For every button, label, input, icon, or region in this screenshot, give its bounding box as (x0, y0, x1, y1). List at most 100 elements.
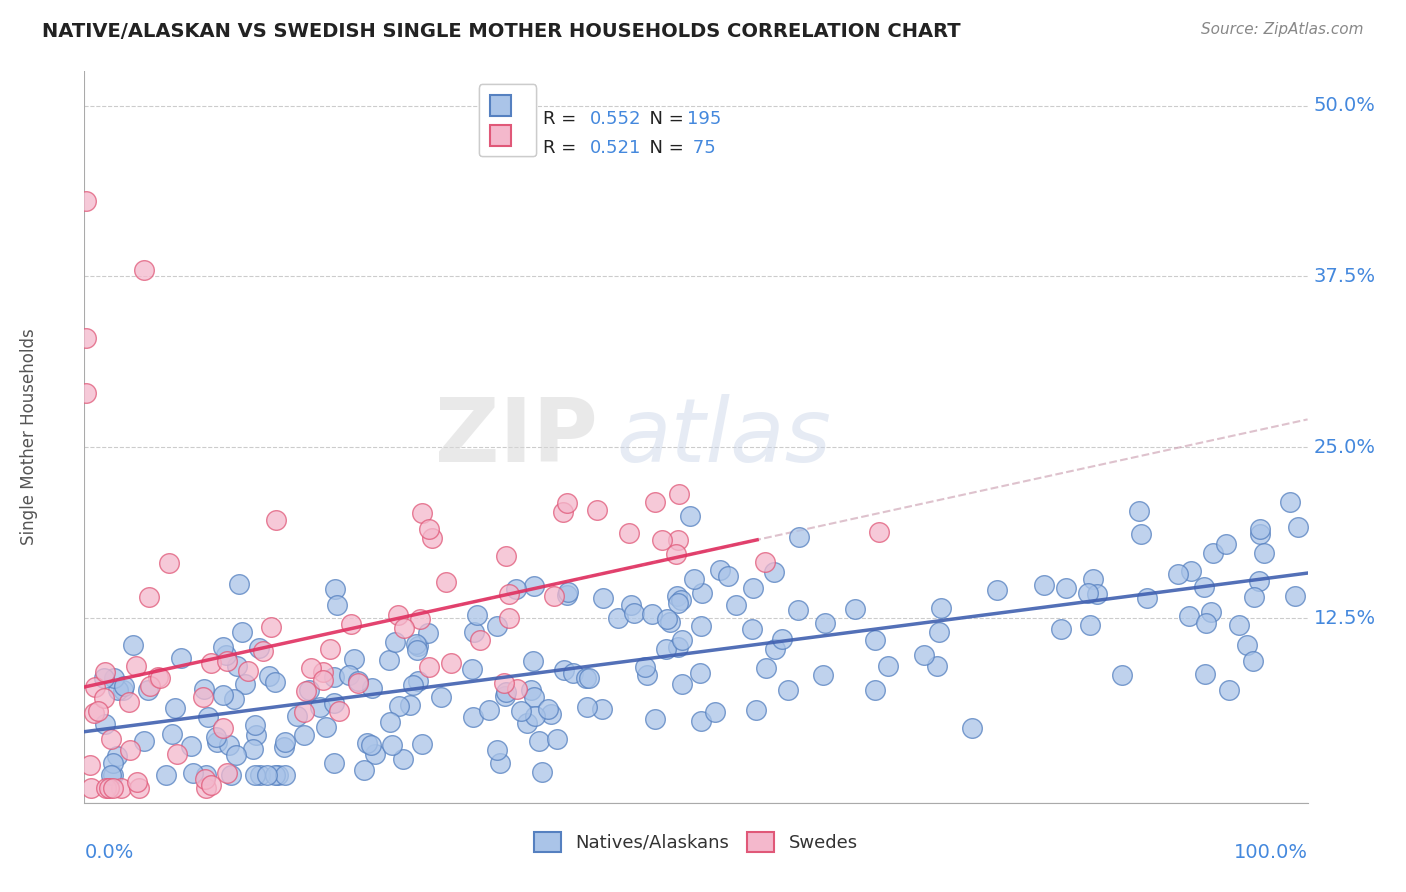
Point (689, 665, 711, 680)
Point (1050, 622, 1073, 636)
Point (553, 664, 575, 678)
Point (263, 675, 285, 690)
Point (418, 660, 440, 674)
Point (323, 670, 346, 684)
Point (522, 654, 544, 668)
Point (689, 618, 711, 632)
Point (1253, 546, 1275, 560)
Point (125, 775, 148, 789)
Point (353, 763, 375, 777)
Point (157, 556, 180, 570)
Point (107, 683, 129, 698)
Point (388, 698, 411, 713)
Point (486, 618, 509, 632)
Point (420, 531, 443, 545)
Point (1129, 526, 1152, 541)
Point (575, 671, 598, 685)
Point (439, 656, 461, 670)
Point (498, 611, 520, 625)
Point (644, 495, 666, 509)
Point (679, 508, 702, 523)
Point (418, 522, 440, 536)
Point (668, 487, 690, 501)
Point (741, 581, 763, 595)
Point (195, 780, 218, 795)
Point (312, 673, 335, 688)
Point (1078, 618, 1101, 632)
Point (465, 607, 488, 622)
Point (617, 525, 640, 540)
Point (212, 721, 235, 735)
Point (557, 585, 579, 599)
Point (523, 690, 546, 705)
Text: 37.5%: 37.5% (1313, 267, 1376, 286)
Point (170, 651, 193, 665)
Point (340, 617, 363, 632)
Point (986, 583, 1008, 598)
Point (111, 682, 134, 697)
Point (191, 690, 214, 704)
Point (741, 622, 763, 636)
Point (495, 549, 517, 563)
Point (489, 756, 512, 770)
Text: ZIP: ZIP (436, 393, 598, 481)
Point (360, 681, 382, 696)
Point (406, 639, 429, 653)
Point (620, 599, 643, 613)
Point (1201, 606, 1223, 620)
Point (292, 728, 315, 742)
Point (233, 677, 256, 691)
Point (524, 708, 547, 723)
Point (146, 670, 169, 684)
Point (212, 688, 235, 702)
Point (516, 715, 538, 730)
Point (87, 704, 110, 718)
Point (586, 502, 609, 516)
Point (537, 702, 560, 716)
Point (776, 683, 799, 698)
Point (1194, 666, 1216, 681)
Text: 12.5%: 12.5% (1313, 608, 1376, 628)
Point (724, 598, 747, 612)
Point (80, 780, 103, 795)
Point (651, 533, 673, 547)
Point (118, 743, 141, 757)
Text: 75: 75 (688, 139, 716, 157)
Point (217, 654, 239, 668)
Point (1218, 683, 1240, 698)
Text: Source: ZipAtlas.com: Source: ZipAtlas.com (1201, 22, 1364, 37)
Text: R =: R = (543, 139, 582, 157)
Point (1177, 608, 1199, 623)
Point (118, 694, 141, 708)
Point (928, 625, 950, 640)
Point (103, 768, 125, 782)
Point (770, 632, 793, 647)
Legend: Natives/Alaskans, Swedes: Natives/Alaskans, Swedes (527, 824, 865, 860)
Text: N =: N = (638, 110, 690, 128)
Point (755, 661, 778, 675)
Point (506, 681, 529, 696)
Point (509, 704, 531, 718)
Point (347, 676, 370, 690)
Point (83, 680, 105, 694)
Point (666, 596, 689, 610)
Point (236, 664, 259, 678)
Point (683, 573, 706, 587)
Point (1136, 591, 1159, 605)
Point (531, 765, 554, 780)
Point (243, 718, 266, 732)
Point (494, 689, 516, 703)
Point (363, 747, 385, 761)
Text: 25.0%: 25.0% (1313, 438, 1375, 457)
Point (83, 706, 105, 721)
Point (671, 676, 693, 690)
Point (520, 683, 543, 698)
Point (418, 626, 440, 640)
Point (762, 565, 785, 579)
Point (180, 739, 202, 753)
Point (657, 612, 679, 626)
Point (1077, 585, 1099, 599)
Point (194, 768, 217, 782)
Point (75, 385, 97, 400)
Point (215, 766, 238, 780)
